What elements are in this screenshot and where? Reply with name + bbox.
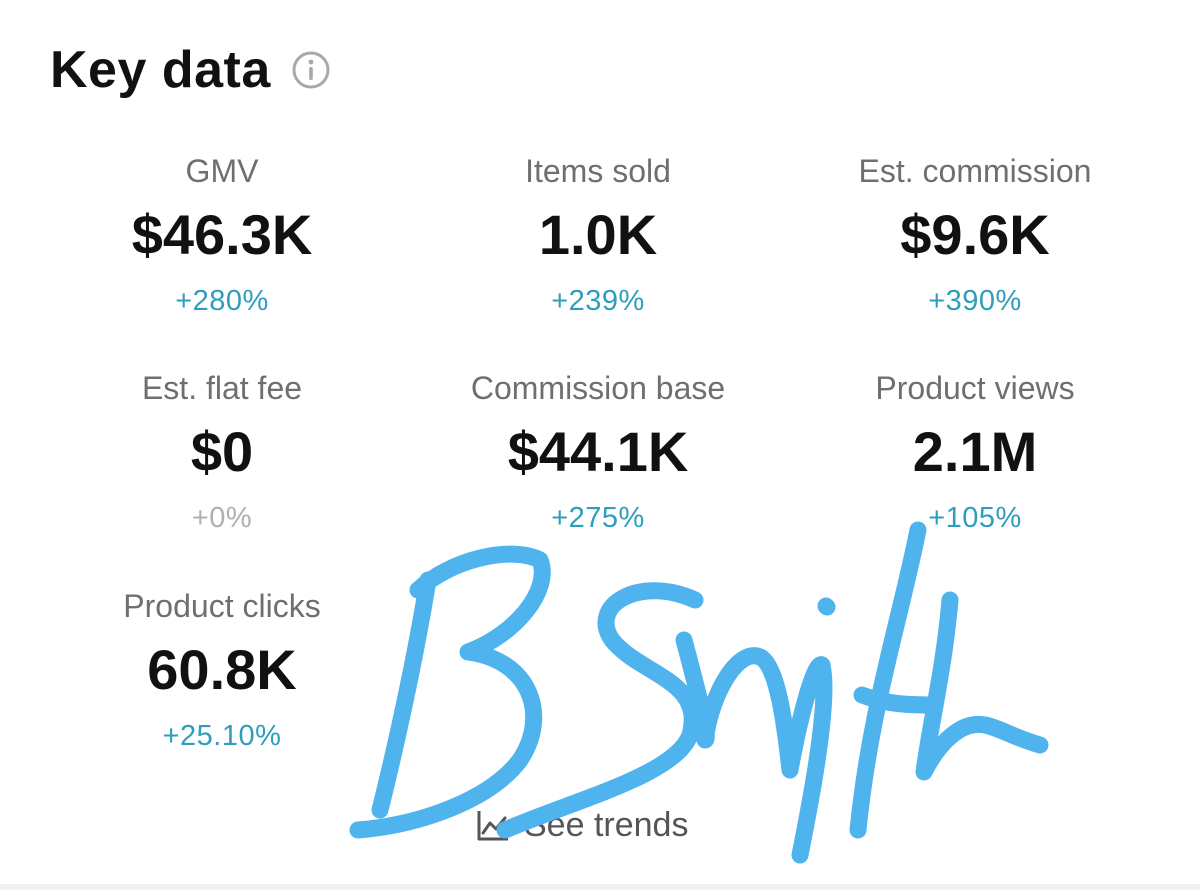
metric-label: Items sold [525,153,671,189]
metric-value: $0 [190,420,254,483]
metric-change: +0% [191,502,253,534]
metric-label: Product clicks [123,588,321,624]
metric-label: Commission base [470,370,726,406]
metric-label: Product views [875,370,1075,406]
page-title: Key data [50,41,271,99]
metric-value: 2.1M [912,420,1038,483]
metric-change: +105% [928,502,1022,534]
see-trends-link[interactable]: See trends [476,800,688,850]
metric-change: +25.10% [162,720,282,752]
metric-value: $44.1K [507,420,689,483]
bottom-divider [0,884,1200,890]
metric-change: +280% [175,285,269,317]
metric-change: +275% [551,502,645,534]
metric-value: 60.8K [147,638,297,701]
metric-items-sold[interactable]: Items sold 1.0K +239% [418,155,778,316]
key-data-header: Key data [50,30,331,110]
metric-gmv[interactable]: GMV $46.3K +280% [42,155,402,316]
see-trends-label: See trends [524,805,689,844]
metric-commission-base[interactable]: Commission base $44.1K +275% [418,372,778,533]
metric-change: +390% [928,285,1022,317]
line-chart-icon [476,808,510,842]
metric-change: +239% [551,285,645,317]
metric-label: Est. flat fee [141,370,303,406]
metric-est-flat-fee[interactable]: Est. flat fee $0 +0% [42,372,402,533]
metric-product-clicks[interactable]: Product clicks 60.8K +25.10% [42,590,402,751]
metric-label: Est. commission [858,153,1092,189]
metric-label: GMV [185,153,259,189]
metric-product-views[interactable]: Product views 2.1M +105% [795,372,1155,533]
metric-est-commission[interactable]: Est. commission $9.6K +390% [795,155,1155,316]
metric-value: $46.3K [131,203,313,266]
info-circle-icon[interactable] [291,50,331,90]
metric-value: 1.0K [538,203,658,266]
metric-value: $9.6K [900,203,1050,266]
